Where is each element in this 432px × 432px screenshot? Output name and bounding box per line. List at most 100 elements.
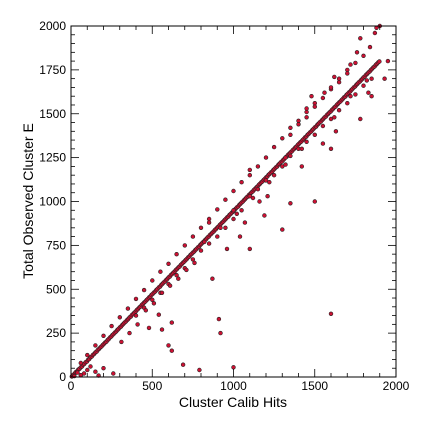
- data-point: [312, 132, 317, 138]
- data-point: [296, 122, 301, 127]
- data-point: [198, 248, 204, 253]
- data-point: [280, 164, 285, 169]
- data-point: [332, 74, 337, 80]
- data-point: [81, 371, 87, 376]
- data-point: [332, 115, 337, 120]
- data-point: [237, 234, 243, 239]
- data-point: [372, 30, 378, 36]
- data-point: [328, 146, 334, 152]
- data-point: [283, 162, 288, 167]
- data-point: [354, 50, 360, 55]
- data-point: [101, 333, 106, 338]
- data-point: [255, 164, 261, 169]
- x-tick-label: 1500: [301, 379, 328, 393]
- data-point: [143, 308, 149, 313]
- y-tick-label: 1750: [39, 63, 66, 77]
- data-point: [135, 322, 140, 327]
- data-point: [280, 227, 285, 232]
- data-point: [242, 220, 248, 225]
- data-point: [174, 273, 179, 278]
- data-point: [288, 132, 293, 138]
- data-point: [312, 199, 317, 204]
- data-point: [247, 194, 253, 199]
- data-point: [133, 296, 139, 302]
- data-point: [150, 278, 155, 283]
- y-tick-label: 1500: [39, 107, 66, 121]
- y-tick-label: 1250: [39, 151, 66, 165]
- data-point: [206, 241, 212, 246]
- data-point: [119, 339, 124, 345]
- data-point: [216, 316, 222, 322]
- data-point: [197, 367, 202, 373]
- data-point: [190, 257, 196, 262]
- plot-frame: [70, 25, 397, 378]
- axis-ticks: [70, 25, 397, 378]
- data-point: [369, 93, 374, 99]
- data-point: [234, 211, 240, 217]
- data-point: [182, 243, 188, 248]
- data-point: [304, 106, 309, 111]
- data-point: [262, 213, 267, 218]
- data-point: [215, 234, 220, 239]
- data-point: [78, 360, 84, 366]
- x-tick-label: 1000: [220, 379, 247, 393]
- data-point: [223, 197, 228, 202]
- data-point: [382, 76, 387, 81]
- data-point: [231, 208, 236, 213]
- data-point: [353, 60, 358, 66]
- data-point: [159, 327, 165, 332]
- data-point: [190, 234, 196, 239]
- data-point: [358, 36, 363, 41]
- data-point: [369, 76, 374, 81]
- data-point: [367, 44, 373, 50]
- tick-labels: 0 500 1000 1500 2000 0 250 500 750 1000 1250 1500 17…: [39, 19, 409, 393]
- data-point: [271, 144, 277, 150]
- data-point: [111, 371, 116, 376]
- data-point: [127, 330, 132, 336]
- data-point: [159, 290, 165, 295]
- data-point: [88, 364, 93, 369]
- data-point: [312, 104, 317, 109]
- data-point: [247, 173, 253, 178]
- data-point: [239, 208, 244, 213]
- y-tick-label: 750: [46, 238, 66, 252]
- data-point: [385, 58, 391, 64]
- data-point: [75, 370, 80, 375]
- data-point: [85, 367, 90, 373]
- data-point: [263, 155, 269, 160]
- data-point: [320, 141, 326, 146]
- data-point: [218, 330, 223, 336]
- data-point: [358, 116, 363, 122]
- data-point: [288, 153, 293, 159]
- data-point: [133, 313, 139, 318]
- data-point: [192, 260, 197, 266]
- data-point: [263, 178, 269, 183]
- data-point: [361, 53, 366, 58]
- data-point: [231, 365, 236, 370]
- data-point: [333, 129, 339, 134]
- x-axis-label: Cluster Calib Hits: [179, 394, 287, 410]
- data-point: [257, 199, 262, 204]
- data-point: [125, 306, 131, 311]
- data-point: [265, 194, 270, 199]
- data-point: [93, 343, 98, 348]
- data-point: [271, 173, 277, 178]
- data-point: [85, 352, 90, 358]
- data-point: [174, 252, 179, 257]
- data-point: [361, 83, 366, 88]
- data-point: [167, 283, 173, 288]
- data-point: [239, 180, 244, 185]
- data-point: [141, 287, 147, 293]
- data-point: [215, 207, 220, 212]
- data-point: [109, 323, 114, 329]
- data-point: [320, 95, 326, 101]
- data-point: [101, 366, 106, 371]
- data-point: [169, 320, 175, 325]
- data-point: [322, 90, 327, 95]
- data-point: [348, 62, 353, 67]
- data-point: [210, 276, 215, 281]
- data-point: [288, 201, 293, 206]
- x-tick-label: 500: [142, 379, 162, 393]
- data-point: [377, 59, 382, 64]
